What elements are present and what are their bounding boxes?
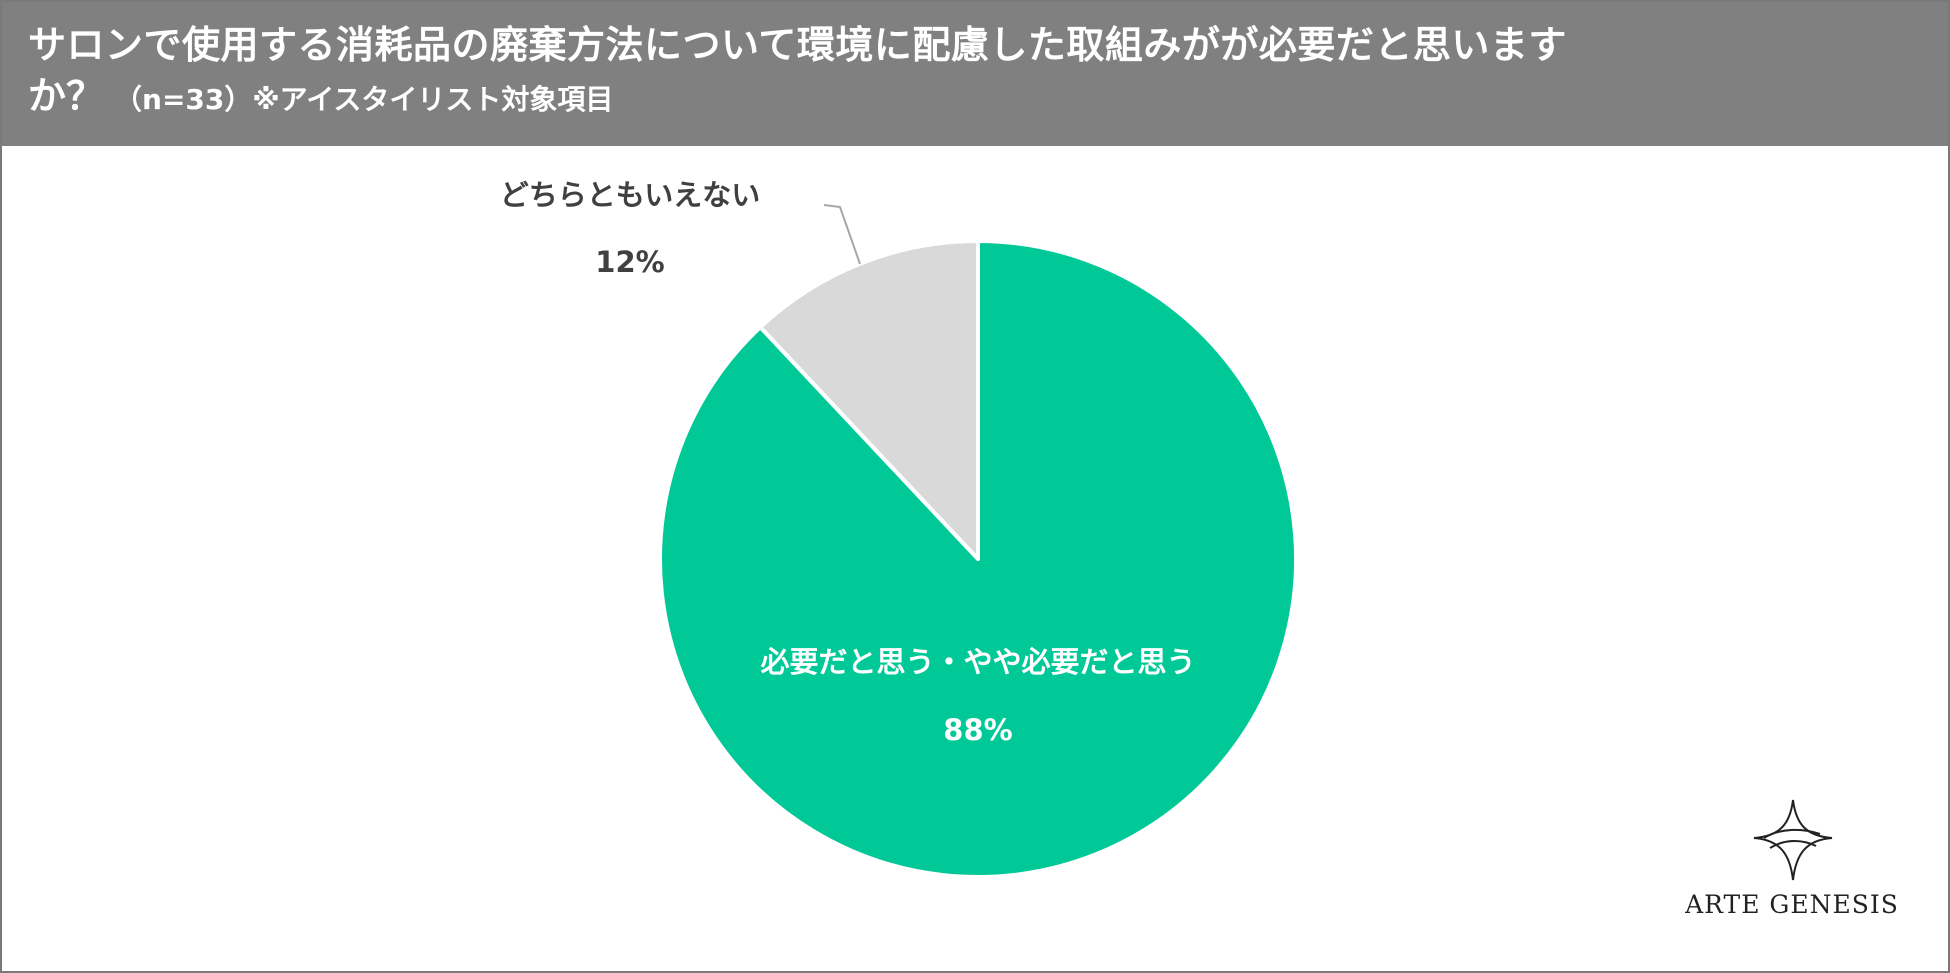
arte-genesis-logo-text: ARTE GENESIS: [1672, 890, 1912, 919]
leader-lines: [824, 205, 860, 264]
slice-label-1: 必要だと思う・やや必要だと思う: [760, 645, 1195, 679]
slice-label-2: どちらともいえない: [500, 178, 760, 212]
arte-genesis-logo-icon: [1750, 798, 1836, 882]
pie-slices: [660, 241, 1296, 877]
leader-line-2: [824, 205, 860, 264]
slice-value-label-2: 12%: [595, 245, 664, 279]
slice-value-label-1: 88%: [943, 713, 1012, 747]
